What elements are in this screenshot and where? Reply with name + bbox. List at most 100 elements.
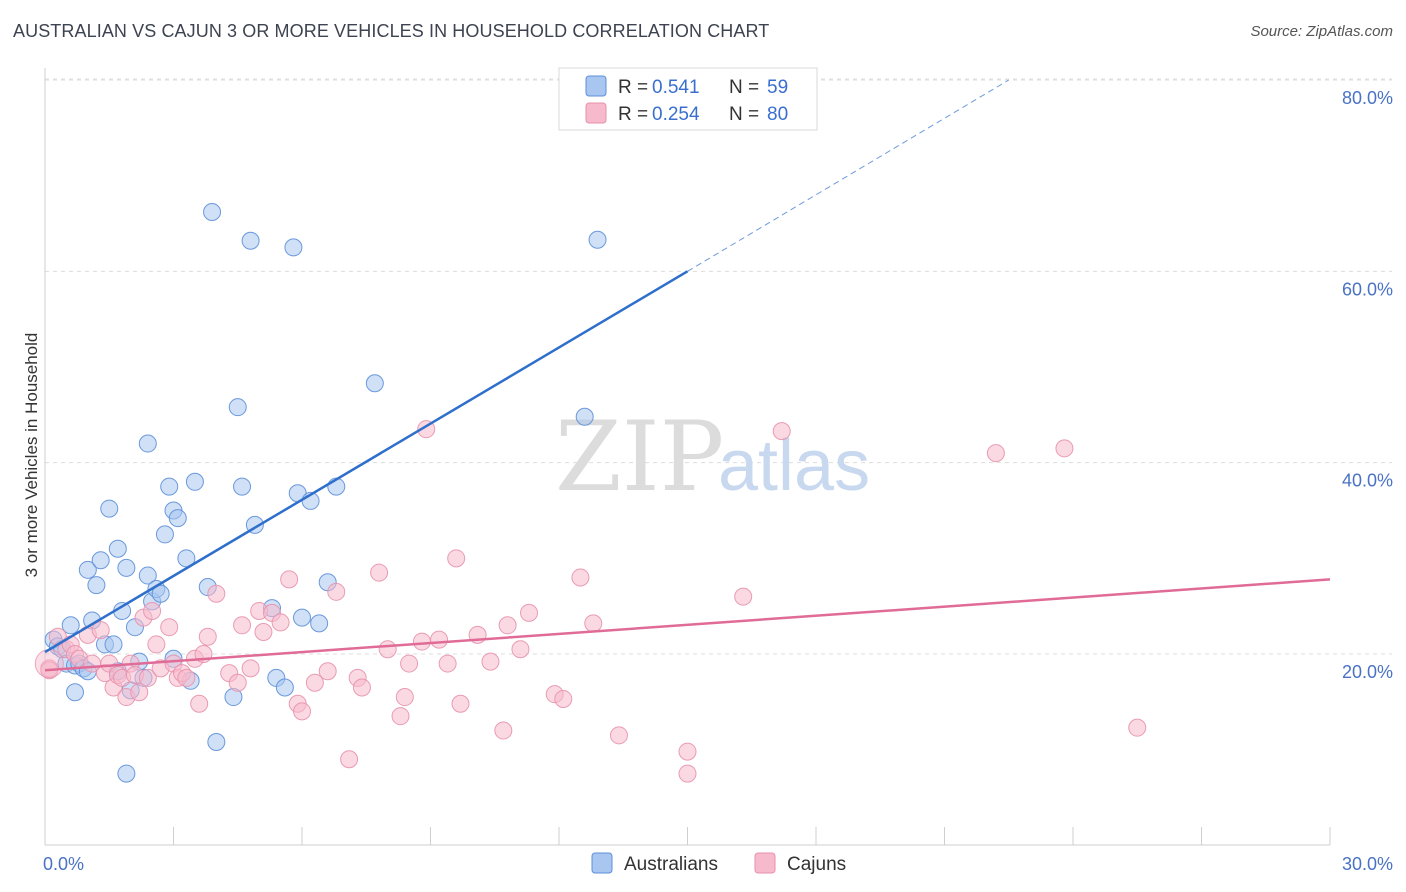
cajun-point-77 (1055, 439, 1074, 458)
cajun-point-76 (986, 444, 1005, 463)
australian-point-52 (293, 608, 311, 627)
australian-point-30 (151, 584, 170, 603)
cajun-point-57 (430, 630, 449, 649)
australian-point-21 (117, 558, 136, 577)
cajun-point-31 (198, 627, 217, 646)
cajun-point-78 (1128, 718, 1147, 737)
legend-r-label-australians: R = (618, 77, 648, 98)
cajuns-trend-line (44, 578, 1331, 672)
stats-legend: R = 0.541 N = 59 R = 0.254 N = 80 (558, 67, 818, 131)
cajun-point-cluster (34, 649, 64, 679)
australian-point-16 (104, 635, 123, 654)
australian-point-32 (160, 477, 179, 496)
australian-point-6 (65, 683, 84, 702)
cajun-point-65 (511, 640, 530, 659)
cajun-point-53 (395, 688, 414, 707)
series-legend-swatch-australians (591, 852, 613, 874)
gridlines (45, 78, 1392, 655)
australian-point-20 (117, 764, 136, 783)
cajun-point-63 (494, 721, 513, 740)
cajun-point-47 (340, 750, 359, 769)
y-tick-label-2: 60.0% (1342, 279, 1393, 299)
cajun-point-21 (147, 635, 166, 654)
source-credit: Source: ZipAtlas.com (1250, 23, 1393, 40)
cajun-point-20 (143, 601, 162, 620)
cajun-point-34 (228, 673, 247, 692)
australian-point-15 (100, 499, 119, 518)
x-tick-label-min: 0.0% (43, 854, 84, 874)
australian-point-58 (575, 407, 594, 426)
trend-lines (44, 79, 1331, 672)
cajun-point-29 (190, 694, 209, 713)
australian-point-59 (588, 230, 607, 249)
australian-point-12 (87, 576, 106, 595)
cajun-point-36 (241, 659, 260, 678)
y-tick-label-1: 40.0% (1342, 471, 1393, 491)
australian-point-44 (233, 477, 252, 496)
cajun-point-70 (584, 614, 603, 633)
tick-labels: 20.0% 40.0% 60.0% 80.0% 0.0% 30.0% (43, 88, 1393, 874)
axes (44, 68, 1331, 846)
cajun-point-44 (305, 673, 324, 692)
legend-swatch-australians (585, 75, 607, 97)
australians-trend-extension (687, 79, 1010, 272)
cajun-point-38 (254, 622, 273, 641)
australian-point-49 (275, 678, 294, 697)
cajun-point-73 (678, 742, 697, 761)
cajun-point-17 (130, 683, 149, 702)
series-legend-label-australians: Australians (624, 854, 718, 875)
cajun-point-62 (481, 652, 500, 671)
australian-point-27 (138, 434, 157, 453)
cajun-point-72 (678, 764, 697, 783)
series-legend-label-cajuns: Cajuns (787, 854, 846, 875)
cajun-point-46 (327, 582, 346, 601)
legend-swatch-cajuns (585, 102, 607, 124)
cajun-point-66 (520, 603, 539, 622)
cajun-point-8 (91, 621, 110, 640)
cajun-point-27 (177, 668, 196, 687)
cajun-point-23 (160, 618, 179, 637)
cajun-point-74 (734, 587, 753, 606)
y-tick-label-3: 80.0% (1342, 88, 1393, 108)
y-axis-label: 3 or more Vehicles in Household (22, 333, 41, 578)
australian-point-43 (228, 398, 247, 417)
cajun-point-51 (378, 640, 397, 659)
cajun-point-43 (293, 702, 311, 721)
data-points (34, 203, 1147, 783)
australian-point-50 (284, 238, 303, 257)
australian-point-36 (177, 549, 196, 568)
australian-point-54 (310, 614, 329, 633)
australian-point-45 (241, 231, 260, 250)
cajun-point-49 (352, 678, 371, 697)
legend-n-label-cajuns: N = (729, 104, 759, 125)
cajun-point-71 (609, 726, 628, 745)
cajun-point-52 (391, 707, 410, 726)
cajun-point-54 (400, 654, 419, 673)
cajun-point-68 (554, 689, 573, 708)
australian-point-35 (168, 509, 187, 528)
australian-point-10 (78, 560, 97, 579)
australian-point-40 (203, 203, 222, 222)
australian-point-57 (365, 374, 384, 393)
cajun-point-75 (772, 422, 791, 441)
chart-title: AUSTRALIAN VS CAJUN 3 OR MORE VEHICLES I… (13, 21, 770, 41)
australian-point-17 (108, 539, 127, 558)
cajun-point-50 (370, 563, 389, 582)
series-legend: Australians Cajuns (591, 852, 846, 875)
australian-point-31 (155, 525, 174, 544)
australian-point-26 (138, 566, 157, 585)
cajun-point-41 (280, 570, 299, 589)
series-legend-swatch-cajuns (754, 852, 776, 874)
cajun-point-69 (571, 568, 590, 587)
cajun-point-58 (438, 654, 457, 673)
watermark-atlas: atlas (718, 426, 870, 506)
watermark: ZIP atlas (555, 401, 870, 513)
legend-n-value-australians: 59 (767, 77, 788, 98)
australians-trend-line (44, 270, 689, 654)
cajun-point-45 (318, 662, 337, 681)
cajun-point-40 (271, 613, 290, 632)
legend-n-label-australians: N = (729, 77, 759, 98)
cajun-point-59 (447, 549, 466, 568)
legend-n-value-cajuns: 80 (767, 104, 788, 125)
